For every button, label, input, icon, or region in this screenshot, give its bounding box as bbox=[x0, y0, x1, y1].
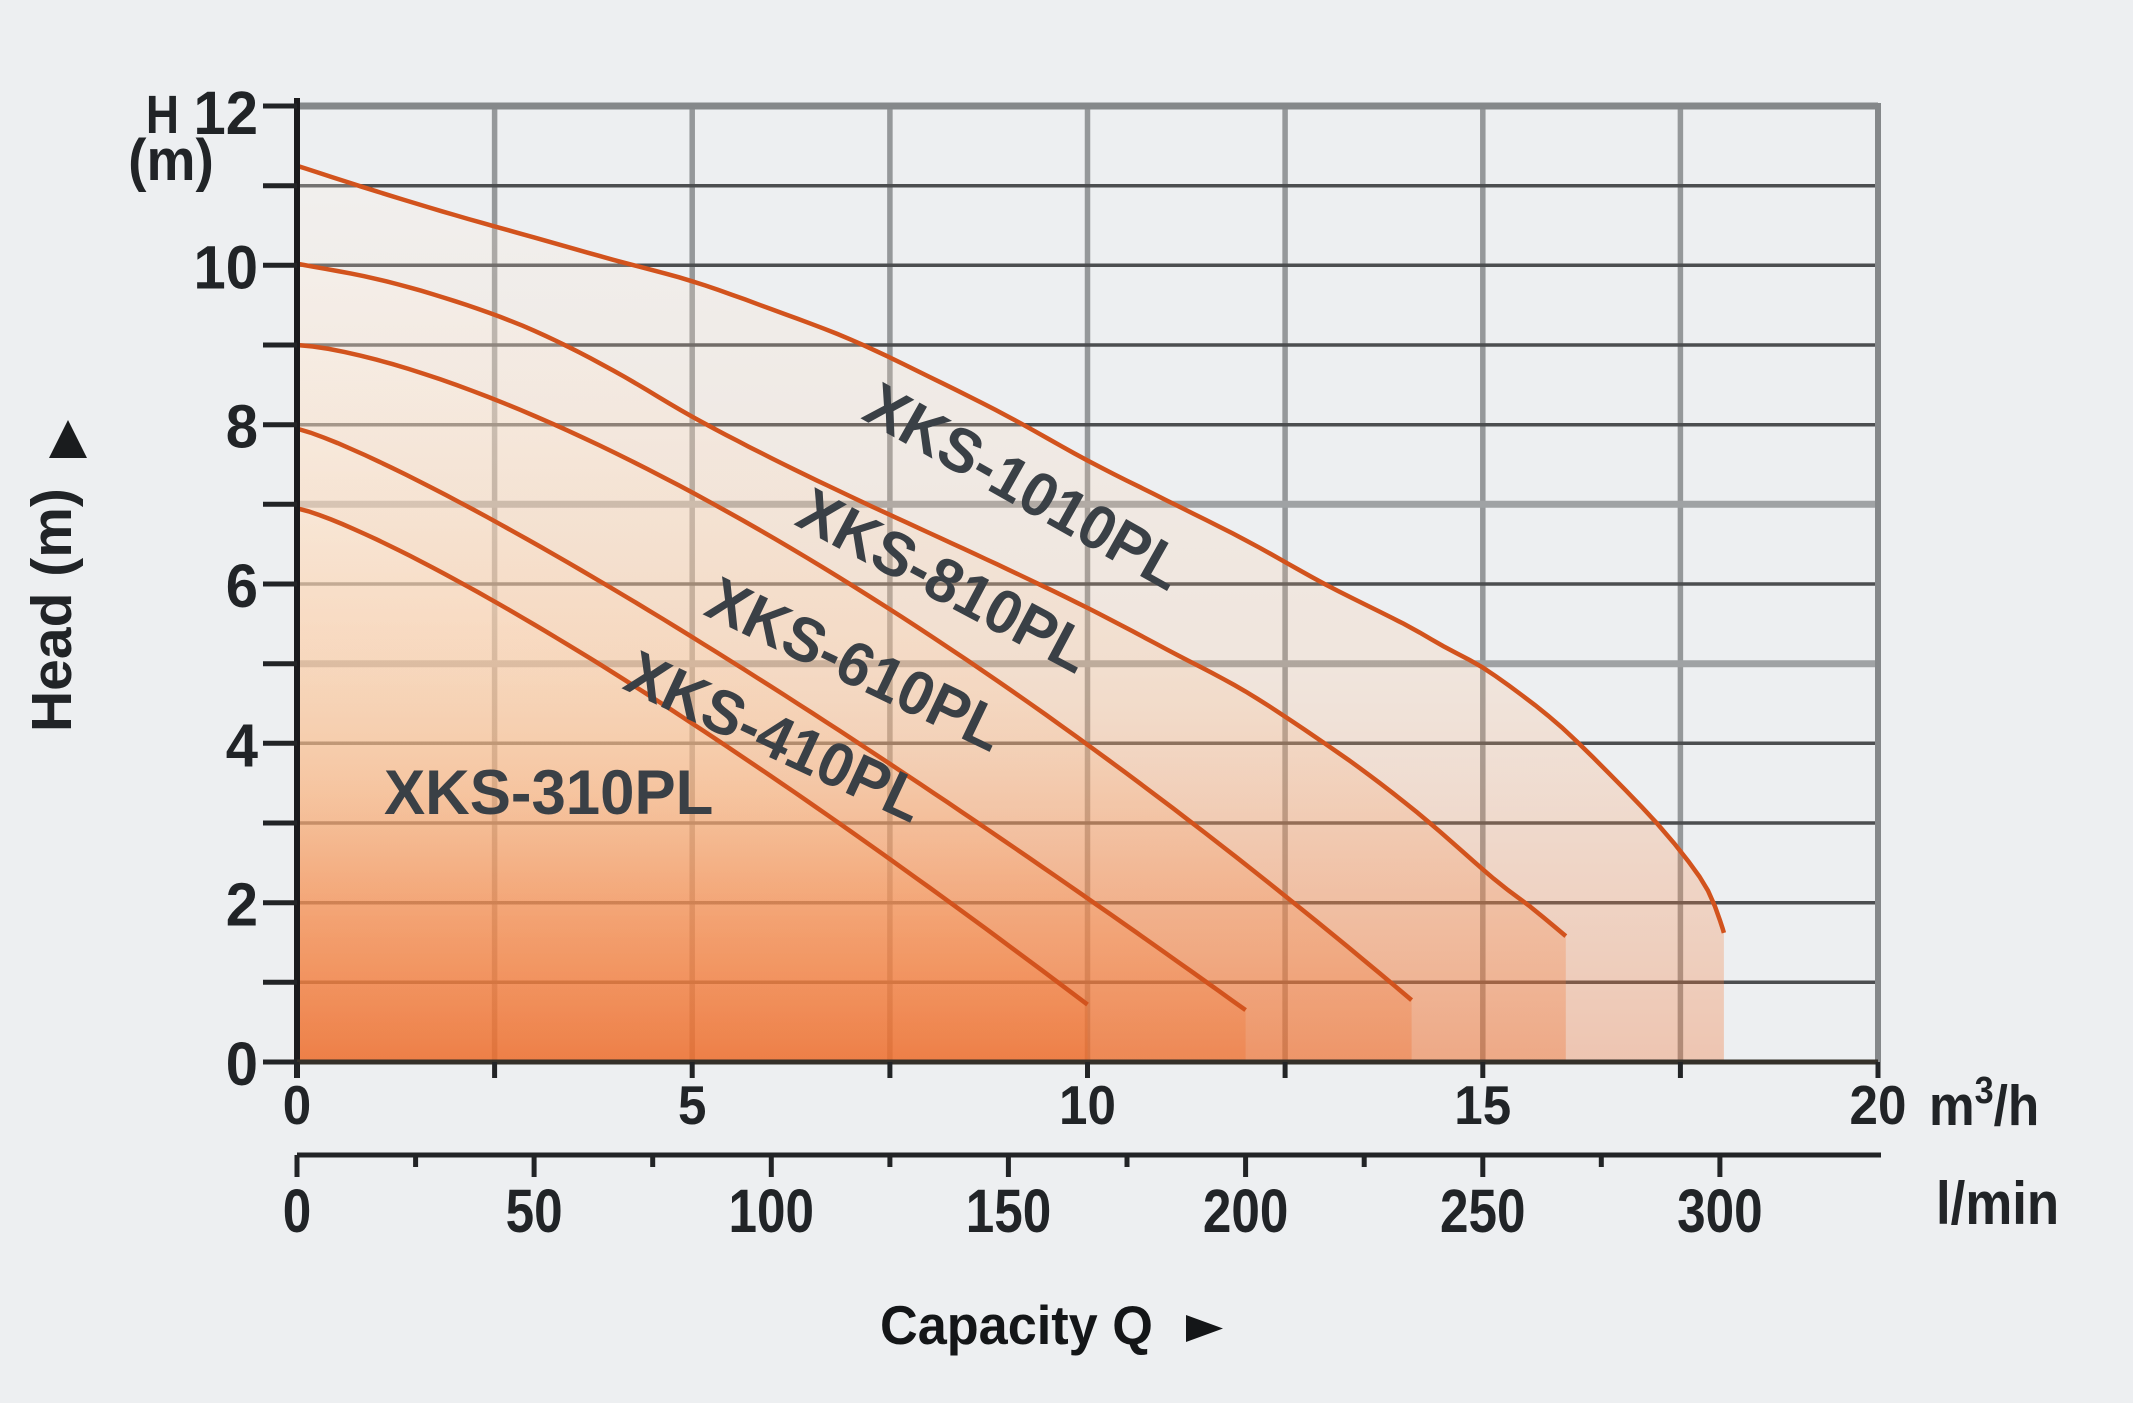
svg-text:H: H bbox=[146, 85, 179, 145]
svg-text:10: 10 bbox=[1059, 1075, 1116, 1136]
svg-text:0: 0 bbox=[283, 1075, 311, 1136]
svg-text:4: 4 bbox=[226, 711, 258, 780]
svg-text:50: 50 bbox=[506, 1177, 563, 1245]
svg-text:250: 250 bbox=[1440, 1177, 1525, 1245]
svg-text:150: 150 bbox=[966, 1177, 1051, 1245]
svg-text:0: 0 bbox=[226, 1030, 258, 1099]
svg-text:2: 2 bbox=[226, 870, 258, 939]
svg-text:300: 300 bbox=[1677, 1177, 1762, 1245]
svg-text:0: 0 bbox=[283, 1177, 311, 1245]
svg-text:12: 12 bbox=[194, 79, 258, 148]
svg-text:8: 8 bbox=[226, 392, 258, 461]
svg-text:20: 20 bbox=[1850, 1075, 1907, 1136]
svg-text:100: 100 bbox=[729, 1177, 814, 1245]
svg-text:XKS-310PL: XKS-310PL bbox=[384, 758, 713, 828]
svg-text:l/min: l/min bbox=[1936, 1170, 2059, 1237]
svg-text:5: 5 bbox=[678, 1075, 706, 1136]
svg-text:Head (m): Head (m) bbox=[20, 488, 84, 732]
svg-text:15: 15 bbox=[1454, 1075, 1511, 1136]
svg-text:10: 10 bbox=[194, 233, 258, 302]
svg-text:(m): (m) bbox=[128, 128, 214, 193]
svg-text:6: 6 bbox=[226, 552, 258, 621]
svg-text:Capacity Q: Capacity Q bbox=[880, 1295, 1153, 1357]
svg-text:200: 200 bbox=[1203, 1177, 1288, 1245]
